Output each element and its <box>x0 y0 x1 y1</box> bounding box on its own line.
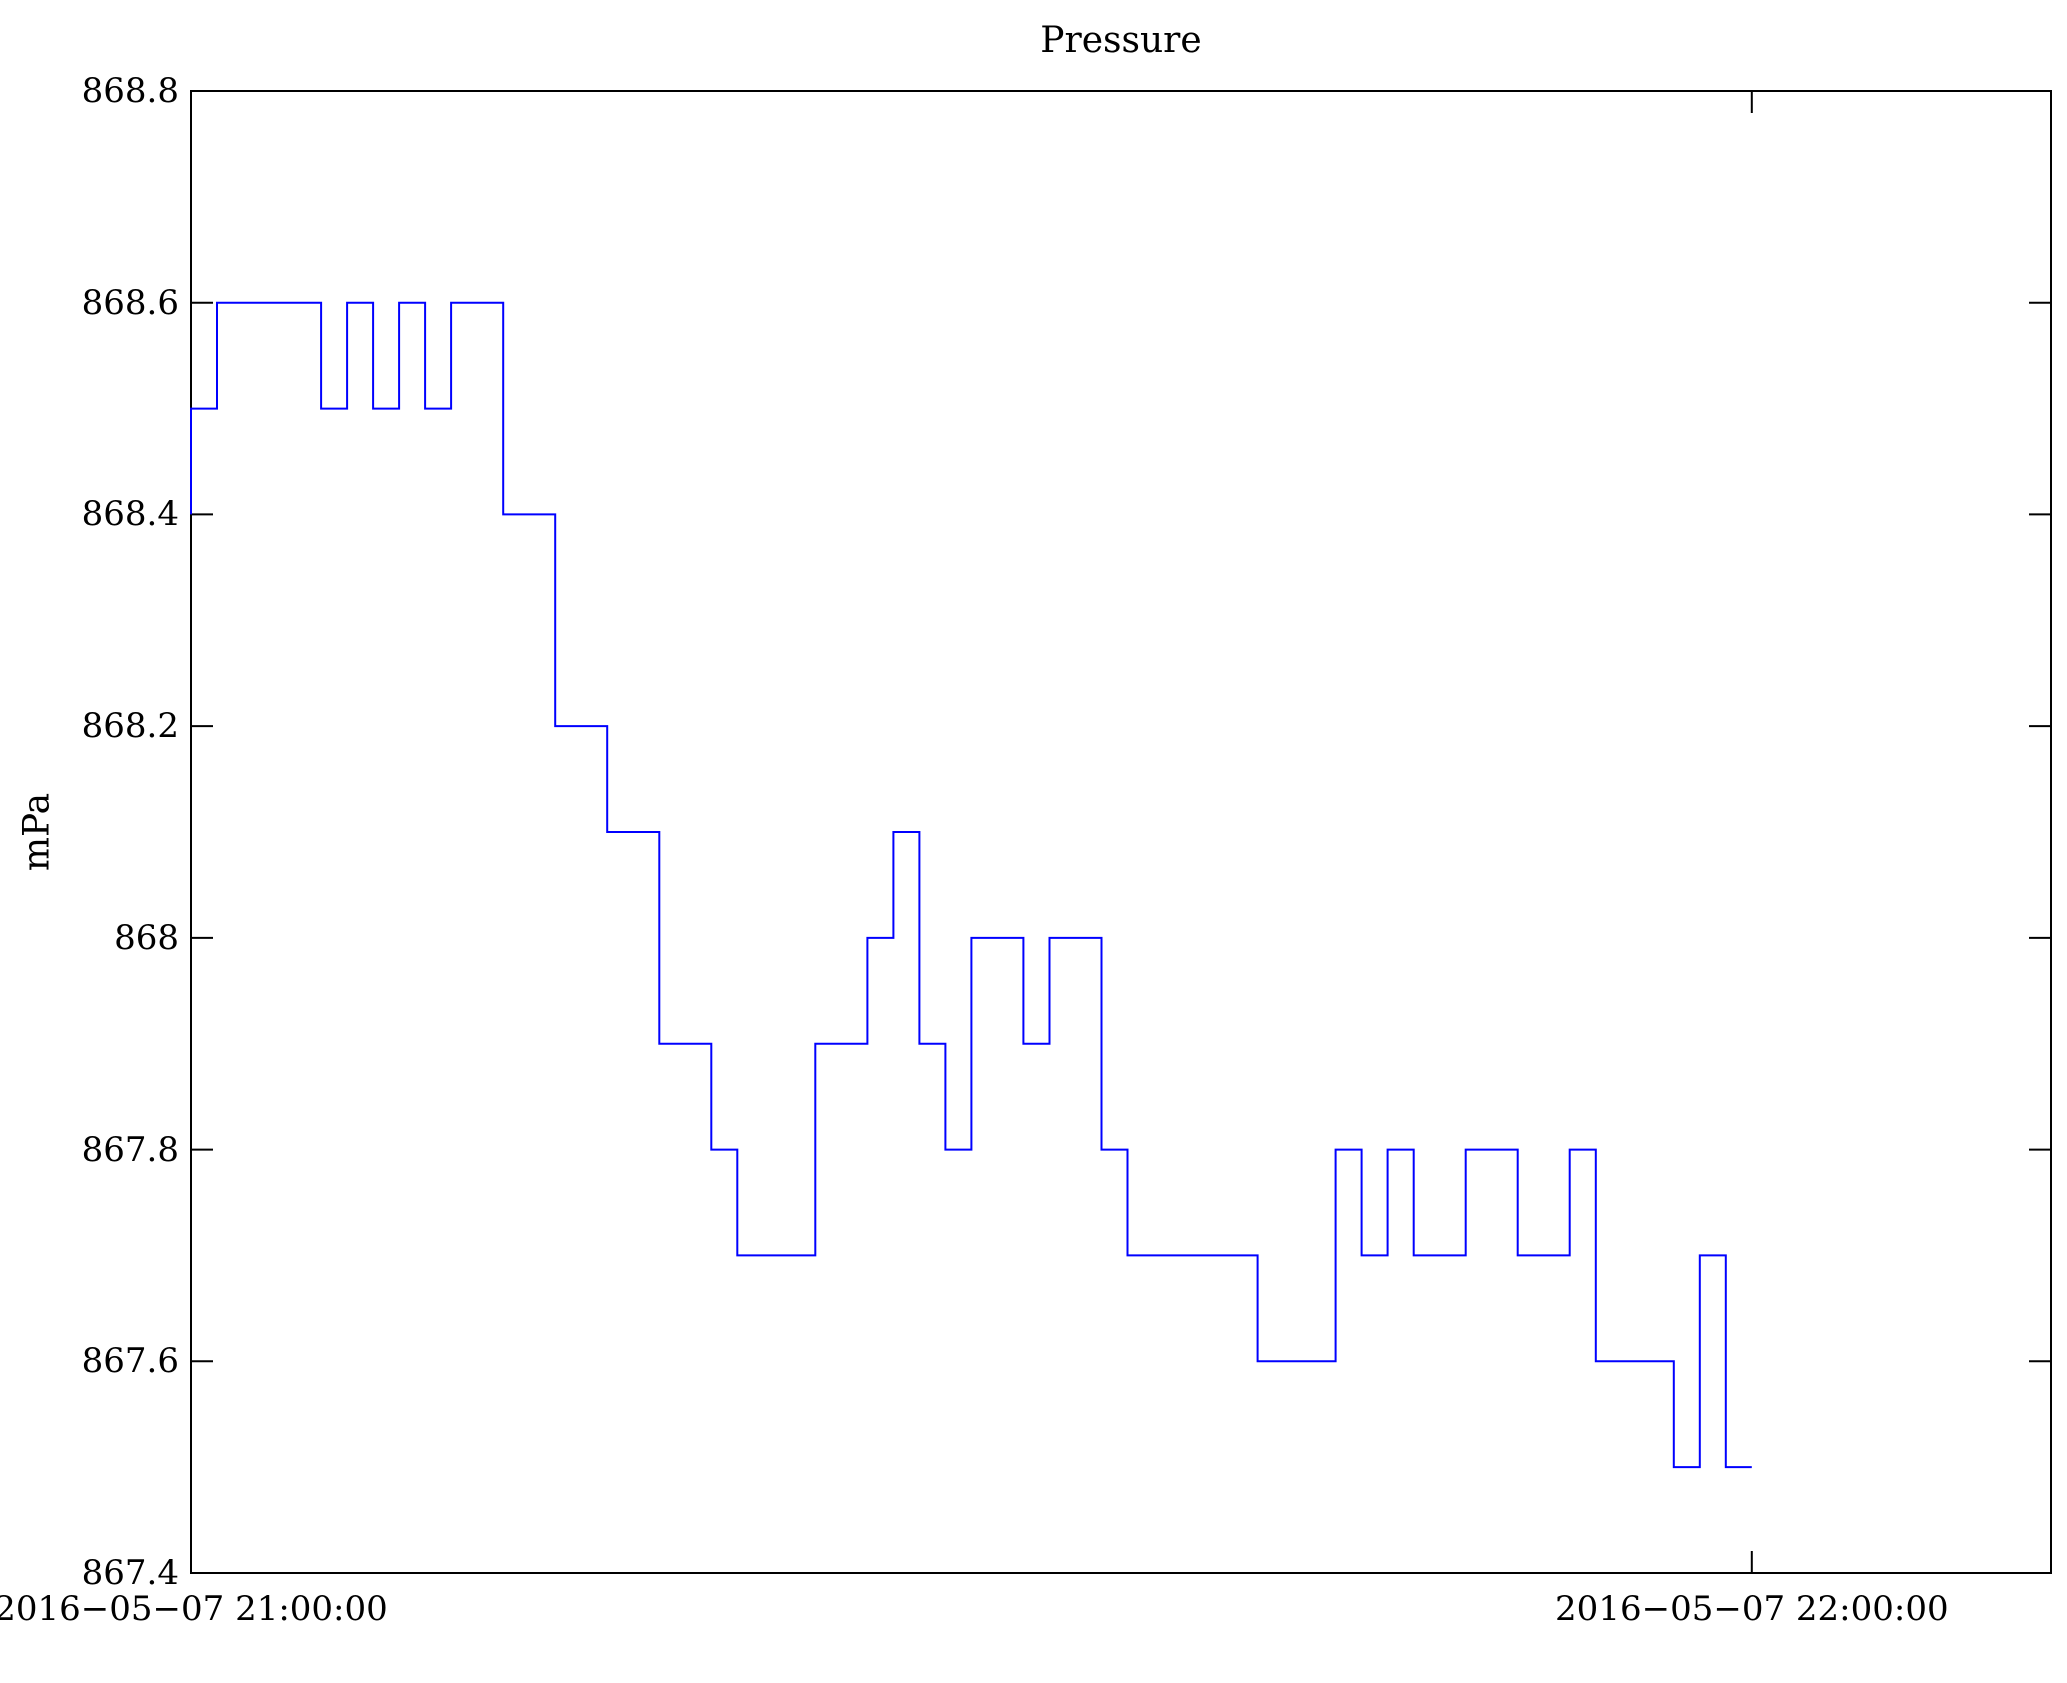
x-tick-label-start: 2016−05−07 21:00:00 <box>0 1589 388 1629</box>
chart-title: Pressure <box>1040 20 1202 61</box>
axis-tick-marks <box>190 90 2051 1574</box>
y-tick-label: 867.6 <box>81 1341 179 1382</box>
y-tick-label: 868.8 <box>81 71 179 111</box>
y-tick-label: 867.4 <box>81 1553 179 1593</box>
y-tick-label: 867.8 <box>81 1129 179 1170</box>
pressure-series-line <box>190 301 1752 1469</box>
y-tick-label: 868.6 <box>81 282 179 323</box>
y-tick-label: 868 <box>114 917 179 958</box>
x-tick-label-end: 2016−05−07 22:00:00 <box>1555 1589 1949 1629</box>
y-tick-label: 868.4 <box>81 494 179 535</box>
y-axis-label: mPa <box>16 792 58 872</box>
y-tick-label: 868.2 <box>81 706 179 747</box>
plot-border <box>190 90 2052 1574</box>
